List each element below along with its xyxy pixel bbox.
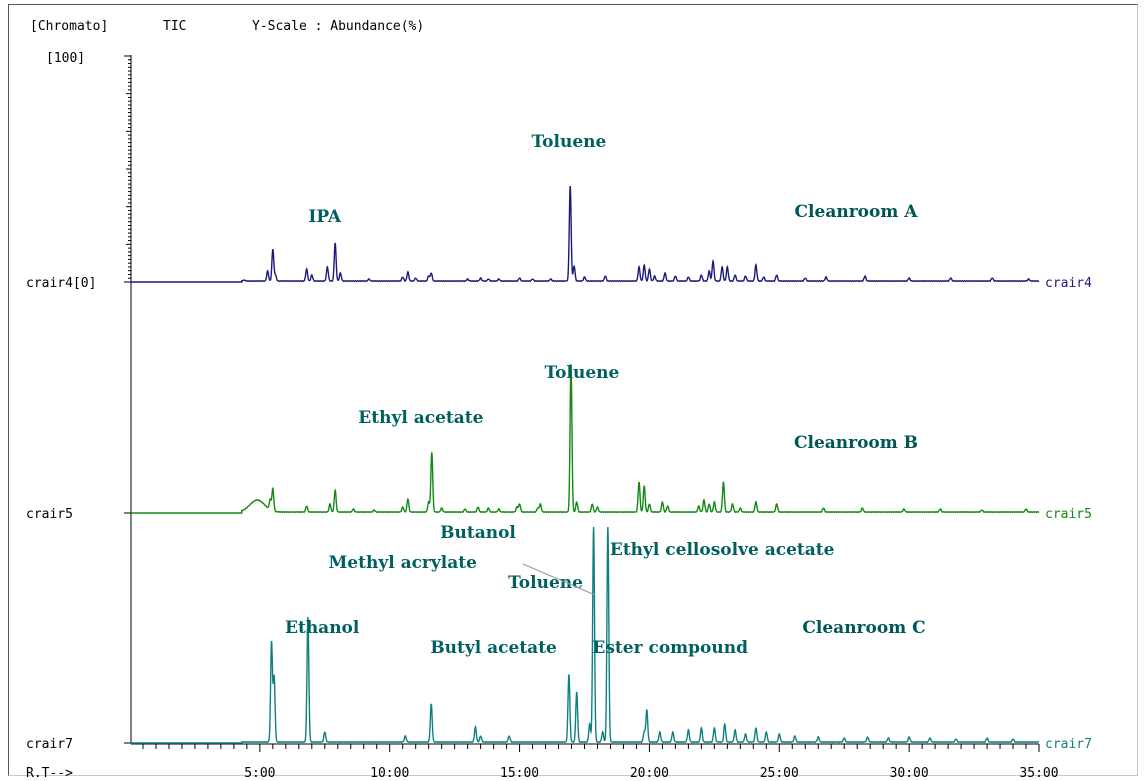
- x-tick-label: 25:00: [760, 766, 799, 777]
- peak-annotation: Ethyl cellosolve acetate: [610, 540, 835, 560]
- peak-annotation: Ethyl acetate: [358, 408, 483, 428]
- traces: [131, 186, 1040, 744]
- labels: crair4[0] crair4 Cleanroom A IPA Toluene crai…: [26, 132, 1092, 752]
- axes: 5:00 10:00 15:00 20:00 25:00 30:00 35:00: [124, 55, 1059, 777]
- trace-left-label: crair4[0]: [26, 276, 96, 291]
- x-tick-label: 15:00: [500, 766, 539, 777]
- header-signal: TIC: [163, 19, 186, 34]
- x-tick-label: 35:00: [1019, 766, 1058, 777]
- peak-annotation: Ester compound: [592, 638, 748, 658]
- chromatogram-plot: [Chromato] TIC Y-Scale : Abundance(%) [1…: [26, 19, 1092, 777]
- trace-right-label: crair4: [1045, 276, 1092, 291]
- butyl-acetate-leader: [522, 563, 596, 596]
- peak-annotation: Ethanol: [285, 618, 360, 638]
- peak-annotation: Toluene: [531, 132, 606, 152]
- trace-crair7: [131, 526, 1040, 744]
- trace-crair4: [131, 186, 1040, 283]
- y-top-label: [100]: [46, 51, 85, 66]
- header-yscale: Y-Scale : Abundance(%): [252, 19, 424, 34]
- peak-annotation: IPA: [308, 207, 341, 227]
- trace-crair5: [131, 363, 1040, 514]
- header: [Chromato] TIC Y-Scale : Abundance(%): [30, 19, 424, 34]
- x-tick-label: 30:00: [890, 766, 929, 777]
- room-label: Cleanroom A: [795, 202, 919, 222]
- header-mode: [Chromato]: [30, 19, 108, 34]
- chromatogram-frame: [Chromato] TIC Y-Scale : Abundance(%) [1…: [8, 4, 1138, 777]
- trace-right-label: crair5: [1045, 507, 1092, 522]
- trace-right-label: crair7: [1045, 737, 1092, 752]
- trace-left-label: crair5: [26, 507, 73, 522]
- room-label: Cleanroom B: [794, 433, 918, 453]
- x-tick-label: 5:00: [244, 766, 275, 777]
- peak-annotation: Methyl acrylate: [328, 553, 477, 573]
- room-label: Cleanroom C: [802, 618, 925, 638]
- peak-annotation: Toluene: [544, 363, 619, 383]
- x-tick-label: 10:00: [370, 766, 409, 777]
- peak-annotation: Butyl acetate: [430, 638, 557, 658]
- x-tick-label: 20:00: [630, 766, 669, 777]
- peak-annotation: Toluene: [508, 573, 583, 593]
- peak-annotation: Butanol: [440, 523, 516, 543]
- trace-left-label: crair7: [26, 737, 73, 752]
- x-axis-label: R.T-->: [26, 766, 73, 777]
